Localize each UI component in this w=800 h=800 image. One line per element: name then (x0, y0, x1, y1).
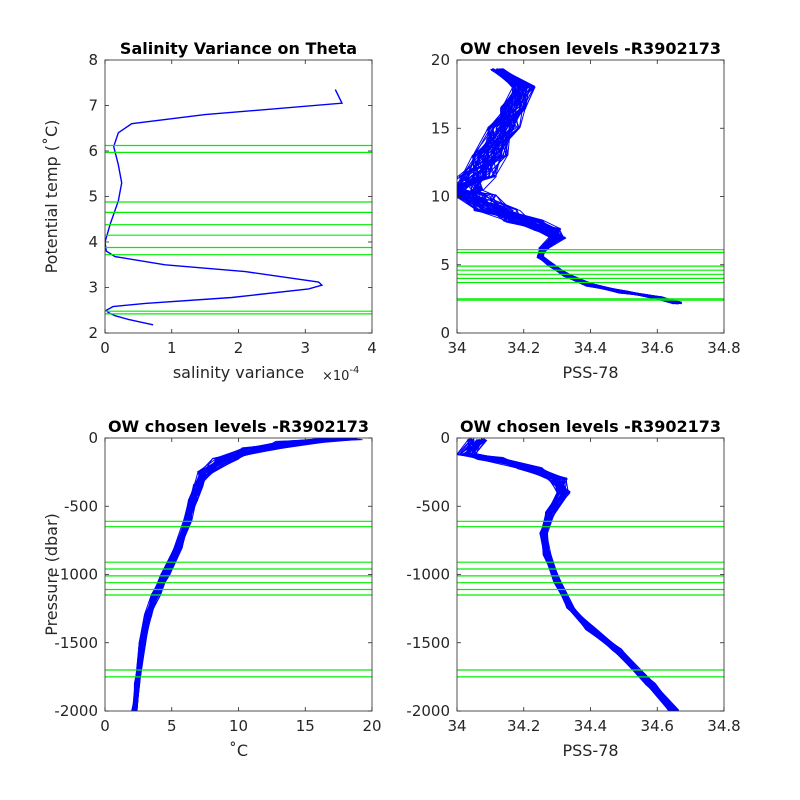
x-tick-label: 0 (100, 717, 110, 735)
x-tick-label: 2 (234, 339, 244, 357)
y-tick-label: -500 (64, 497, 98, 515)
y-tick-label: -1000 (406, 566, 450, 584)
profile-line (457, 68, 674, 303)
y-tick-label: 7 (88, 97, 98, 115)
series-line (465, 439, 675, 711)
chart-panel-4: 34 34.2 34.4 34.6 34.8 -2000 -1500 -1000 -500 0 OW… (406, 417, 740, 760)
profile-line (131, 438, 350, 711)
x-tick-label: 0 (100, 339, 110, 357)
x-tick-label: 34.8 (707, 717, 740, 735)
x-tick-label: 4 (367, 339, 377, 357)
y-axis-label: Pressure (dbar) (42, 513, 61, 636)
series-line (462, 69, 678, 304)
y-tick-label: 6 (88, 142, 98, 160)
x-tick-label: 34.4 (574, 339, 607, 357)
y-tick-label: 0 (440, 324, 450, 342)
chart-panel-3: 0 5 10 15 20 -2000 -1500 -1000 -500 0 OW chosen le… (42, 417, 382, 760)
profile-line (457, 68, 677, 305)
y-tick-label: 5 (88, 188, 98, 206)
x-axis-label: PSS-78 (562, 741, 618, 760)
y-tick-label: -1500 (54, 634, 98, 652)
x-tick-label: 3 (300, 339, 310, 357)
profile-line (463, 68, 677, 304)
x-tick-label: 34.8 (707, 339, 740, 357)
x-tick-label: 34 (447, 339, 466, 357)
x-tick-label: 1 (167, 339, 177, 357)
plot-area (457, 438, 724, 711)
x-tick-label: 20 (362, 717, 381, 735)
y-axis-label: Potential temp (˚C) (42, 120, 61, 274)
x-tick-label: 34.2 (507, 339, 540, 357)
x-exponent-power: -4 (349, 365, 359, 376)
profile-line (136, 438, 348, 711)
x-tick-label: 5 (167, 717, 177, 735)
y-tick-label: 10 (431, 188, 450, 206)
y-tick-label: -2000 (54, 702, 98, 720)
x-tick-label: 34.4 (574, 717, 607, 735)
x-tick-label: 34.2 (507, 717, 540, 735)
x-axis-label: ˚C (229, 741, 248, 760)
y-tick-label: 20 (431, 51, 450, 69)
y-tick-label: 2 (88, 324, 98, 342)
x-exponent-label: ×10-4 (322, 365, 359, 384)
series-line (133, 438, 339, 711)
y-tick-label: 0 (88, 429, 98, 447)
y-tick-label: 5 (440, 256, 450, 274)
x-axis-label: PSS-78 (562, 363, 618, 382)
y-tick-label: 15 (431, 119, 450, 137)
y-tick-label: -1000 (54, 566, 98, 584)
y-tick-label: 0 (440, 429, 450, 447)
chart-panel-2: 34 34.2 34.4 34.6 34.8 0 5 10 15 20 OW chosen leve… (431, 39, 741, 382)
chart-title: OW chosen levels -R3902173 (460, 417, 721, 436)
chart-title: OW chosen levels -R3902173 (460, 39, 721, 58)
x-tick-label: 34 (447, 717, 466, 735)
chart-title: Salinity Variance on Theta (120, 39, 357, 58)
plot-area (457, 68, 724, 305)
y-tick-label: -500 (416, 497, 450, 515)
x-tick-label: 34.6 (641, 339, 674, 357)
y-tick-label: 3 (88, 279, 98, 297)
x-tick-label: 15 (296, 717, 315, 735)
y-tick-label: -1500 (406, 634, 450, 652)
plot-area (105, 89, 372, 326)
y-tick-label: 4 (88, 233, 98, 251)
series-line (105, 89, 344, 326)
y-tick-label: 8 (88, 51, 98, 69)
chart-panel-1: 0 1 2 3 4 2 3 4 5 6 7 8 Salinity Variance on Theta sa… (42, 39, 377, 384)
chart-title: OW chosen levels -R3902173 (108, 417, 369, 436)
x-tick-label: 10 (229, 717, 248, 735)
x-tick-label: 34.6 (641, 717, 674, 735)
x-axis-label: salinity variance (173, 363, 304, 382)
x-exponent-base: ×10 (322, 369, 349, 384)
profile-line (136, 438, 329, 711)
plot-area (105, 438, 372, 711)
y-tick-label: -2000 (406, 702, 450, 720)
